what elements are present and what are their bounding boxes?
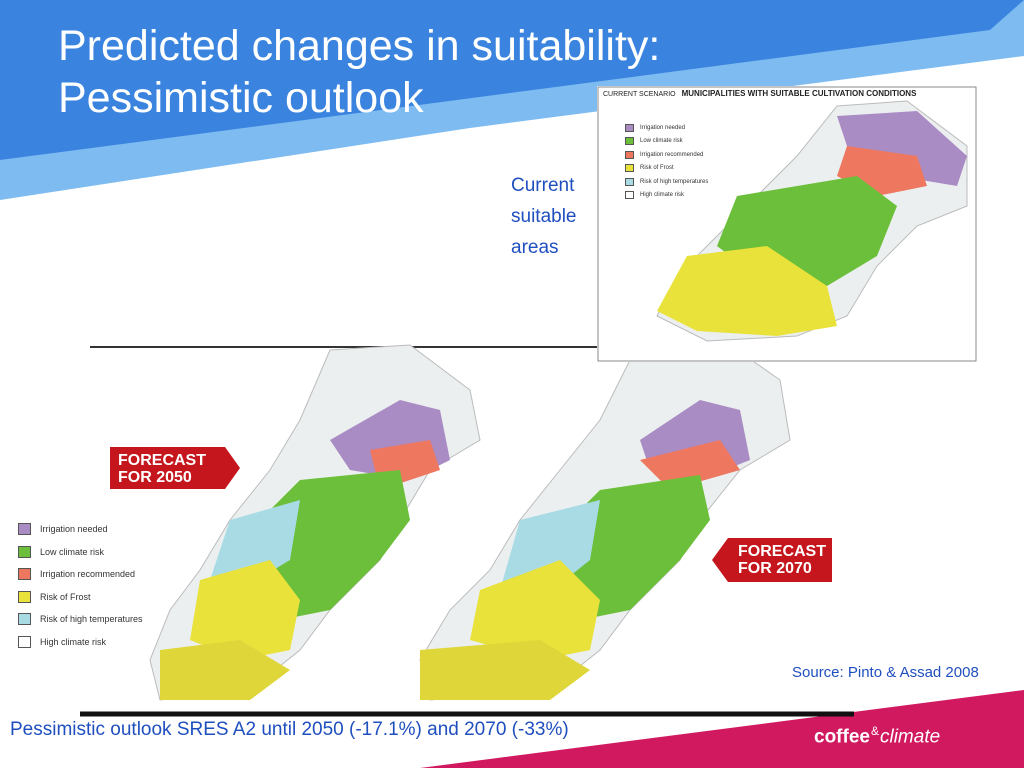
inset-legend-item: Irrigation recommended: [625, 148, 708, 162]
current-label-line: areas: [511, 237, 559, 258]
legend-swatch: [625, 191, 634, 200]
forecast-line: FOR 2070: [738, 560, 812, 577]
map-2050: [149, 344, 481, 701]
brand-part-1: coffee: [814, 726, 870, 748]
legend-item: Risk of Frost: [18, 586, 143, 609]
title-line-1: Predicted changes in suitability:: [58, 22, 661, 70]
legend-swatch: [625, 177, 634, 186]
legend-swatch: [18, 635, 31, 648]
current-scenario-map: [597, 86, 977, 362]
brand-logo: coffee&climate: [814, 724, 940, 748]
legend-swatch: [625, 123, 634, 132]
source-citation: Source: Pinto & Assad 2008: [792, 664, 979, 681]
footer-band: [420, 690, 1024, 768]
brand-ampersand: &: [870, 724, 879, 738]
inset-legend-item: Risk of Frost: [625, 162, 708, 176]
legend-label: Irrigation recommended: [640, 151, 704, 158]
title-line-2: Pessimistic outlook: [58, 74, 424, 122]
inset-legend: Irrigation needed Low climate risk Irrig…: [625, 121, 708, 202]
legend-label: Risk of Frost: [640, 165, 674, 172]
legend-swatch: [18, 568, 31, 581]
inset-legend-item: High climate risk: [625, 189, 708, 203]
legend-item: High climate risk: [18, 631, 143, 654]
legend-swatch: [625, 164, 634, 173]
current-label-line: suitable: [511, 206, 577, 227]
legend-label: Risk of high temperatures: [40, 614, 143, 625]
inset-legend-item: Low climate risk: [625, 135, 708, 149]
slide-title: Predicted changes in suitability: Pessim…: [58, 20, 778, 124]
legend-label: High climate risk: [40, 636, 107, 647]
legend-swatch: [625, 137, 634, 146]
forecast-2050-arrow: [110, 447, 240, 489]
legend-label: Irrigation recommended: [40, 569, 136, 580]
legend-swatch: [625, 150, 634, 159]
legend-label: Risk of high temperatures: [640, 178, 709, 185]
forecast-line: FORECAST: [118, 452, 206, 469]
map-legend: Irrigation needed Low climate risk Irrig…: [18, 518, 143, 653]
forecast-2050-label: FORECAST FOR 2050: [118, 452, 206, 486]
forecast-2070-label: FORECAST FOR 2070: [738, 543, 826, 577]
inset-legend-item: Risk of high temperatures: [625, 175, 708, 189]
brand-part-2: climate: [879, 726, 941, 748]
header-banner-dark: [0, 0, 1024, 160]
inset-legend-item: Irrigation needed: [625, 121, 708, 135]
legend-swatch: [18, 545, 31, 558]
footer-note: Pessimistic outlook SRES A2 until 2050 (…: [10, 719, 569, 740]
current-suitable-areas-label: Current suitable areas: [511, 170, 601, 263]
legend-label: Irrigation needed: [40, 524, 108, 535]
legend-label: Low climate risk: [640, 138, 683, 145]
legend-label: High climate risk: [640, 192, 685, 199]
inset-scenario-label: CURRENT SCENARIO: [603, 91, 676, 98]
forecast-line: FORECAST: [738, 543, 826, 560]
inset-heading-title: MUNICIPALITIES WITH SUITABLE CULTIVATION…: [681, 89, 917, 98]
map-2070: [419, 337, 791, 701]
legend-item: Low climate risk: [18, 541, 143, 564]
legend-item: Risk of high temperatures: [18, 608, 143, 631]
legend-label: Risk of Frost: [40, 591, 91, 602]
forecast-line: FOR 2050: [118, 469, 192, 486]
legend-label: Irrigation needed: [640, 124, 686, 131]
forecast-2070-arrow: [712, 538, 832, 582]
legend-swatch: [18, 613, 31, 626]
current-label-line: Current: [511, 175, 575, 196]
current-scenario-inset: [597, 86, 977, 362]
inset-heading: CURRENT SCENARIO MUNICIPALITIES WITH SUIT…: [603, 89, 916, 98]
legend-item: Irrigation needed: [18, 518, 143, 541]
legend-swatch: [18, 523, 31, 536]
legend-label: Low climate risk: [40, 546, 105, 557]
legend-swatch: [18, 590, 31, 603]
legend-item: Irrigation recommended: [18, 563, 143, 586]
